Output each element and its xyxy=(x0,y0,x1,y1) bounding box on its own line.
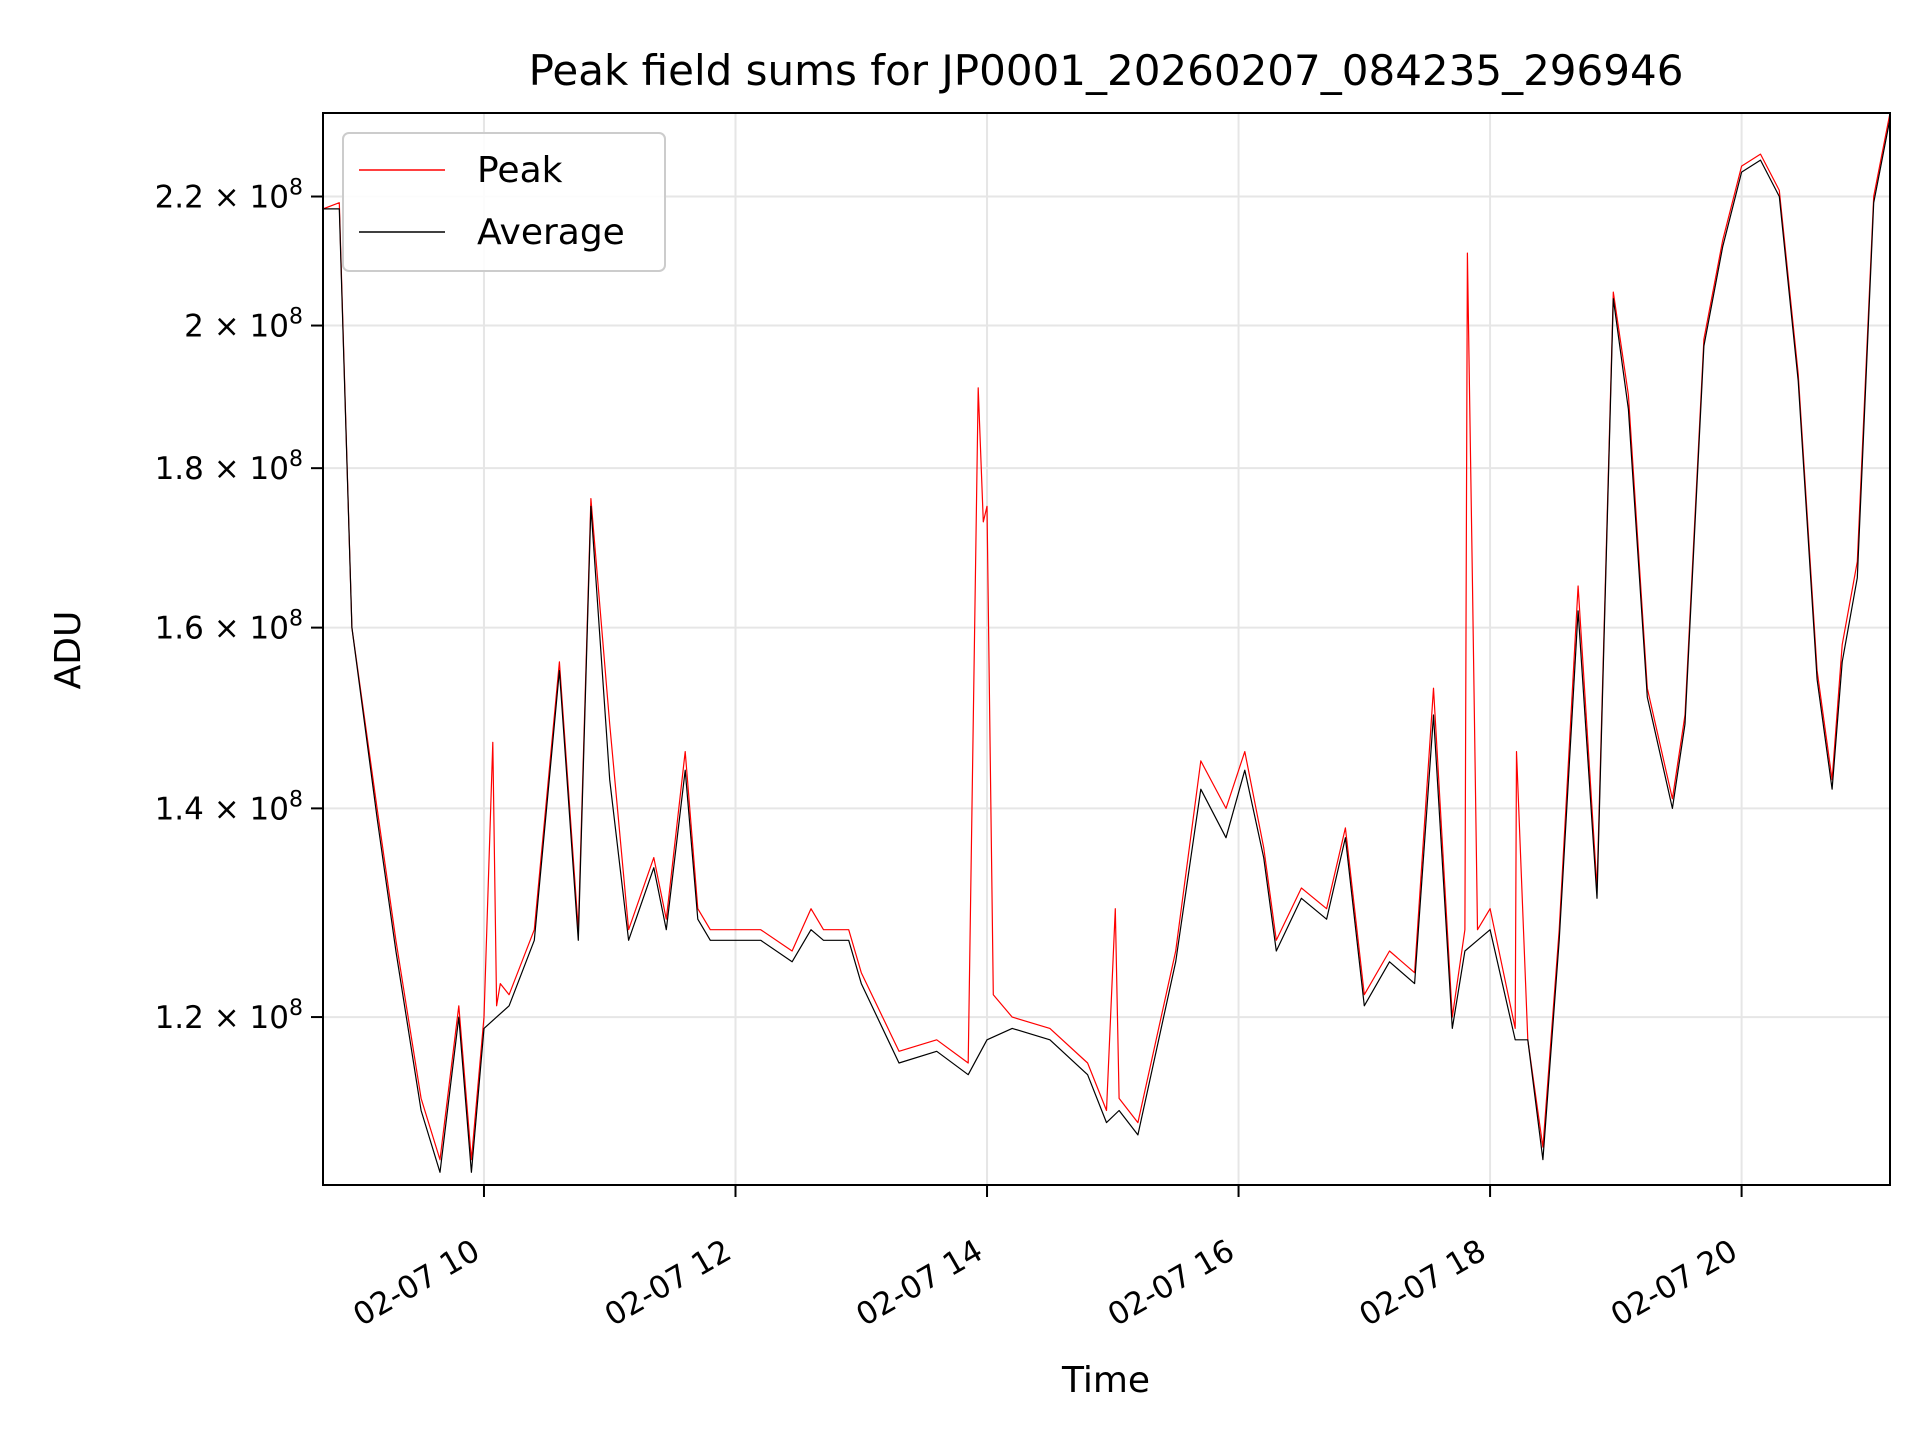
series-line-average xyxy=(323,118,1890,1173)
x-axis-label: Time xyxy=(1061,1360,1150,1401)
y-tick-label-3: 1.8 × 108 xyxy=(155,447,303,487)
legend-label-average: Average xyxy=(477,212,625,253)
y-tick-label-4: 2 × 108 xyxy=(184,305,303,345)
y-tick-label-2: 1.6 × 108 xyxy=(155,607,303,647)
legend: Peak Average xyxy=(342,132,666,272)
chart-title: Peak field sums for JP0001_20260207_0842… xyxy=(529,46,1684,95)
series-line-peak xyxy=(323,113,1890,1161)
plot-frame xyxy=(322,112,1891,1186)
y-axis-label: ADU xyxy=(48,611,89,690)
y-tick-label-1: 1.4 × 108 xyxy=(155,787,303,827)
y-axis: 1.2 × 108 1.4 × 108 1.6 × 108 1.8 × 108 2 × … xyxy=(155,176,323,1036)
series-layer xyxy=(323,113,1890,1173)
legend-box xyxy=(342,132,666,272)
y-tick-label-0: 1.2 × 108 xyxy=(155,996,303,1036)
y-tick-label-5: 2.2 × 108 xyxy=(155,176,303,216)
legend-label-peak: Peak xyxy=(477,150,563,191)
